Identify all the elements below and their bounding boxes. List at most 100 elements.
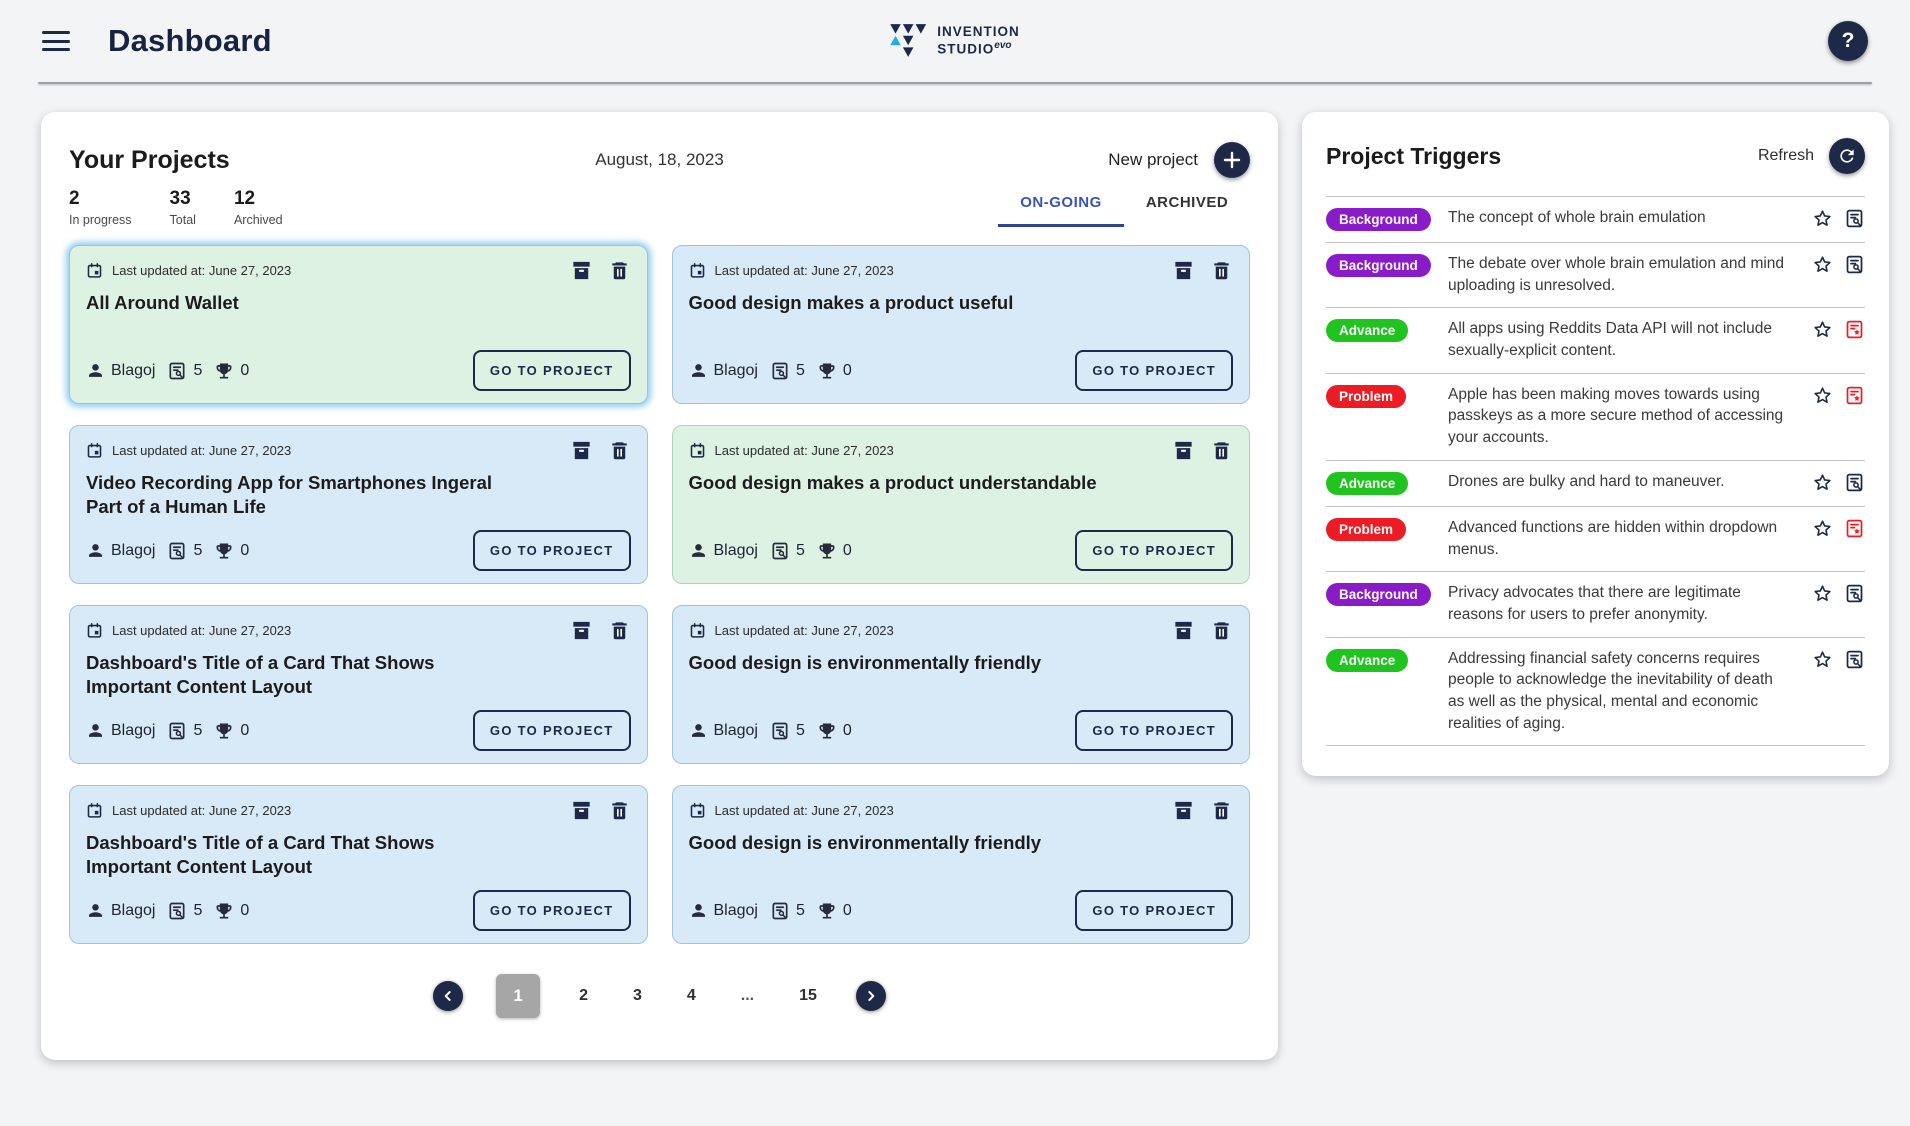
page-button[interactable]: 2 bbox=[573, 986, 594, 1006]
document-search-icon bbox=[1846, 650, 1863, 668]
page-button[interactable]: 3 bbox=[627, 986, 648, 1006]
document-search-icon bbox=[1846, 584, 1863, 603]
star-icon bbox=[1814, 474, 1831, 490]
archive-icon bbox=[572, 801, 590, 820]
archive-button[interactable] bbox=[570, 259, 593, 282]
archive-button[interactable] bbox=[570, 799, 593, 822]
archive-button[interactable] bbox=[1172, 619, 1195, 642]
delete-button[interactable] bbox=[1210, 619, 1233, 642]
person-icon bbox=[89, 724, 102, 737]
document-search-icon bbox=[1846, 473, 1863, 492]
help-button[interactable]: ? bbox=[1828, 21, 1868, 61]
page-button[interactable]: 4 bbox=[681, 986, 702, 1006]
tab-on-going[interactable]: ON-GOING bbox=[998, 193, 1124, 227]
open-report-button[interactable] bbox=[1844, 649, 1865, 670]
trigger-row: Advance Drones are bulky and hard to man… bbox=[1326, 461, 1865, 507]
star-icon bbox=[1814, 210, 1831, 226]
trigger-badge: Background bbox=[1326, 254, 1431, 277]
page-button[interactable]: 15 bbox=[793, 986, 823, 1006]
go-to-project-button[interactable]: GO TO PROJECT bbox=[472, 890, 631, 931]
project-card: Last updated at: June 27, 2023 bbox=[69, 245, 648, 404]
go-to-project-button[interactable]: GO TO PROJECT bbox=[1075, 890, 1233, 931]
go-to-project-button[interactable]: GO TO PROJECT bbox=[472, 710, 631, 751]
calendar-icon bbox=[690, 442, 704, 458]
trigger-actions bbox=[1812, 207, 1865, 229]
delete-button[interactable] bbox=[1210, 439, 1233, 462]
card-docs-count: 5 bbox=[167, 901, 202, 921]
favorite-button[interactable] bbox=[1812, 583, 1833, 604]
open-report-button[interactable] bbox=[1844, 208, 1865, 229]
archive-button[interactable] bbox=[1172, 439, 1195, 462]
favorite-button[interactable] bbox=[1812, 472, 1833, 493]
tab-archived[interactable]: ARCHIVED bbox=[1124, 193, 1250, 227]
delete-button[interactable] bbox=[1210, 259, 1233, 282]
document-star-icon bbox=[1846, 519, 1863, 538]
go-to-project-button[interactable]: GO TO PROJECT bbox=[472, 350, 631, 391]
pagination: 1 2 3 4... 15 bbox=[69, 974, 1250, 1018]
archive-button[interactable] bbox=[1172, 259, 1195, 282]
card-docs-value: 5 bbox=[193, 721, 203, 739]
card-footer: Blagoj 5 0 GO TO PROJECT bbox=[86, 530, 631, 571]
favorite-button[interactable] bbox=[1812, 518, 1833, 539]
card-trophies-value: 0 bbox=[842, 361, 852, 379]
archive-button[interactable] bbox=[1172, 799, 1195, 822]
card-updated-text: Last updated at: June 27, 2023 bbox=[714, 803, 894, 818]
project-tabs: ON-GOING ARCHIVED bbox=[998, 193, 1250, 227]
favorite-button[interactable] bbox=[1812, 319, 1833, 340]
delete-button[interactable] bbox=[608, 619, 631, 642]
card-owner: Blagoj bbox=[86, 361, 155, 380]
delete-button[interactable] bbox=[608, 799, 631, 822]
open-report-button[interactable] bbox=[1844, 583, 1865, 604]
open-report-button[interactable] bbox=[1844, 518, 1865, 539]
go-to-project-button[interactable]: GO TO PROJECT bbox=[1075, 350, 1233, 391]
trigger-actions bbox=[1812, 582, 1865, 604]
calendar-icon bbox=[87, 802, 102, 818]
trigger-row: Background The debate over whole brain e… bbox=[1326, 243, 1865, 309]
card-title: All Around Wallet bbox=[86, 292, 239, 313]
new-project-button[interactable] bbox=[1214, 142, 1250, 178]
trigger-text: Advanced functions are hidden within dro… bbox=[1448, 518, 1778, 558]
next-page-button[interactable] bbox=[855, 981, 886, 1011]
open-report-button[interactable] bbox=[1844, 472, 1865, 493]
card-footer: Blagoj 5 0 GO TO PROJECT bbox=[689, 710, 1233, 751]
page-button-active[interactable]: 1 bbox=[496, 974, 541, 1018]
open-report-button[interactable] bbox=[1844, 385, 1865, 406]
favorite-button[interactable] bbox=[1812, 649, 1833, 670]
trigger-text: The debate over whole brain emulation an… bbox=[1448, 255, 1785, 294]
archive-button[interactable] bbox=[570, 619, 593, 642]
trigger-badge: Background bbox=[1326, 208, 1431, 231]
refresh-button[interactable] bbox=[1829, 138, 1865, 174]
logo-text: INVENTION STUDIOevo bbox=[937, 24, 1020, 58]
card-trophies-value: 0 bbox=[240, 541, 250, 559]
delete-button[interactable] bbox=[608, 259, 631, 282]
trophy-icon bbox=[216, 723, 232, 738]
go-to-project-button[interactable]: GO TO PROJECT bbox=[1075, 530, 1233, 571]
card-top-row: Last updated at: June 27, 2023 bbox=[689, 619, 1234, 642]
favorite-button[interactable] bbox=[1812, 208, 1833, 229]
delete-button[interactable] bbox=[608, 439, 631, 462]
hamburger-menu-icon[interactable] bbox=[42, 31, 70, 51]
card-docs-value: 5 bbox=[795, 541, 805, 559]
plus-icon bbox=[1223, 151, 1241, 169]
project-stats: 2 In progress 33 Total 12 Archived bbox=[69, 188, 283, 227]
project-card: Last updated at: June 27, 2023 bbox=[671, 425, 1250, 584]
trigger-row: Background The concept of whole brain em… bbox=[1326, 197, 1865, 243]
card-owner-name: Blagoj bbox=[111, 361, 156, 379]
triggers-title: Project Triggers bbox=[1326, 142, 1502, 169]
favorite-button[interactable] bbox=[1812, 385, 1833, 406]
document-star-icon bbox=[1846, 321, 1863, 339]
previous-page-button[interactable] bbox=[433, 981, 464, 1011]
open-report-button[interactable] bbox=[1844, 254, 1865, 275]
calendar-icon bbox=[690, 622, 704, 638]
go-to-project-button[interactable]: GO TO PROJECT bbox=[472, 530, 631, 571]
trigger-badge: Advance bbox=[1326, 319, 1409, 343]
trigger-text: All apps using Reddits Data API will not… bbox=[1448, 320, 1772, 360]
favorite-button[interactable] bbox=[1812, 254, 1833, 275]
archive-button[interactable] bbox=[570, 439, 593, 462]
trophy-icon bbox=[216, 543, 232, 558]
open-report-button[interactable] bbox=[1844, 319, 1865, 340]
go-to-project-button[interactable]: GO TO PROJECT bbox=[1075, 710, 1233, 751]
delete-button[interactable] bbox=[1210, 799, 1233, 822]
card-trophies-count: 0 bbox=[214, 361, 249, 381]
card-actions bbox=[570, 439, 631, 462]
